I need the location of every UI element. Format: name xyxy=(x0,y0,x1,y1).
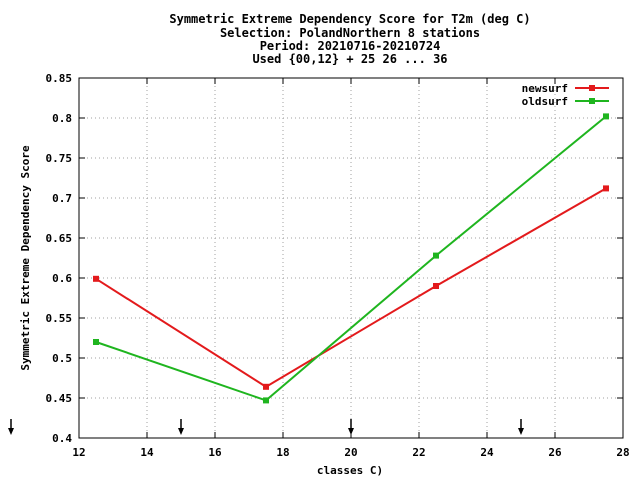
legend-marker-oldsurf xyxy=(589,98,595,104)
legend-label-newsurf: newsurf xyxy=(522,82,568,95)
y-tick-label: 0.75 xyxy=(46,152,73,165)
down-arrow-head xyxy=(518,428,524,435)
arrow-markers xyxy=(8,419,524,435)
title-line-1: Symmetric Extreme Dependency Score for T… xyxy=(169,12,530,26)
x-tick-label: 20 xyxy=(344,446,357,459)
legend-label-oldsurf: oldsurf xyxy=(522,95,568,108)
y-tick-label: 0.6 xyxy=(52,272,72,285)
x-tick-label: 18 xyxy=(276,446,289,459)
y-ticks: 0.4 0.45 0.5 0.55 0.6 0.65 0.7 0.75 0.8 0.85 xyxy=(46,72,623,445)
down-arrow-head xyxy=(178,428,184,435)
data-point-oldsurf xyxy=(263,397,269,404)
x-tick-label: 14 xyxy=(140,446,154,459)
y-tick-label: 0.65 xyxy=(46,232,73,245)
series-oldsurf xyxy=(93,113,609,404)
data-point-newsurf xyxy=(263,383,269,390)
data-point-newsurf xyxy=(93,275,99,282)
data-point-oldsurf xyxy=(93,339,99,345)
down-arrow-icon xyxy=(8,419,14,435)
x-axis-label: classes C) xyxy=(317,464,383,477)
y-tick-label: 0.4 xyxy=(52,432,72,445)
x-tick-label: 22 xyxy=(412,446,425,459)
data-point-oldsurf xyxy=(603,113,609,120)
grid xyxy=(79,78,623,438)
down-arrow-icon xyxy=(178,419,184,435)
data-point-oldsurf xyxy=(433,252,439,259)
down-arrow-head xyxy=(348,428,354,435)
y-tick-label: 0.45 xyxy=(46,392,73,405)
chart-title: Symmetric Extreme Dependency Score for T… xyxy=(169,12,530,66)
x-tick-label: 12 xyxy=(72,446,85,459)
x-tick-label: 26 xyxy=(548,446,562,459)
series-line-oldsurf xyxy=(95,115,607,402)
legend-entry-newsurf: newsurf xyxy=(522,82,609,95)
x-tick-label: 16 xyxy=(208,446,222,459)
down-arrow-icon xyxy=(518,419,524,435)
y-tick-label: 0.85 xyxy=(46,72,73,85)
title-line-4: Used {00,12} + 25 26 ... 36 xyxy=(252,52,447,66)
y-axis-label: Symmetric Extreme Dependency Score xyxy=(19,145,32,371)
down-arrow-head xyxy=(8,428,14,435)
y-tick-label: 0.8 xyxy=(52,112,72,125)
y-tick-label: 0.7 xyxy=(52,192,72,205)
title-line-2: Selection: PolandNorthern 8 stations xyxy=(220,26,480,40)
y-tick-label: 0.55 xyxy=(46,312,73,325)
x-tick-label: 24 xyxy=(480,446,494,459)
series xyxy=(93,113,609,404)
series-line-newsurf xyxy=(95,187,607,388)
title-line-3: Period: 20210716-20210724 xyxy=(260,39,441,53)
data-point-newsurf xyxy=(603,185,609,192)
down-arrow-icon xyxy=(348,419,354,435)
legend-entry-oldsurf: oldsurf xyxy=(522,95,609,108)
x-tick-label: 28 xyxy=(616,446,629,459)
y-tick-label: 0.5 xyxy=(52,352,72,365)
series-newsurf xyxy=(93,185,609,390)
legend-marker-newsurf xyxy=(589,85,595,91)
x-ticks: 12 14 16 18 20 22 24 26 28 xyxy=(72,78,630,459)
data-point-newsurf xyxy=(433,283,439,289)
